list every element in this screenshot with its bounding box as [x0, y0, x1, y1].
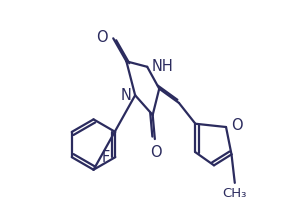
Text: O: O	[96, 30, 108, 45]
Text: F: F	[102, 150, 110, 165]
Text: O: O	[231, 118, 243, 133]
Text: CH₃: CH₃	[223, 187, 247, 200]
Text: N: N	[121, 88, 132, 103]
Text: O: O	[150, 145, 162, 159]
Text: NH: NH	[151, 59, 173, 74]
